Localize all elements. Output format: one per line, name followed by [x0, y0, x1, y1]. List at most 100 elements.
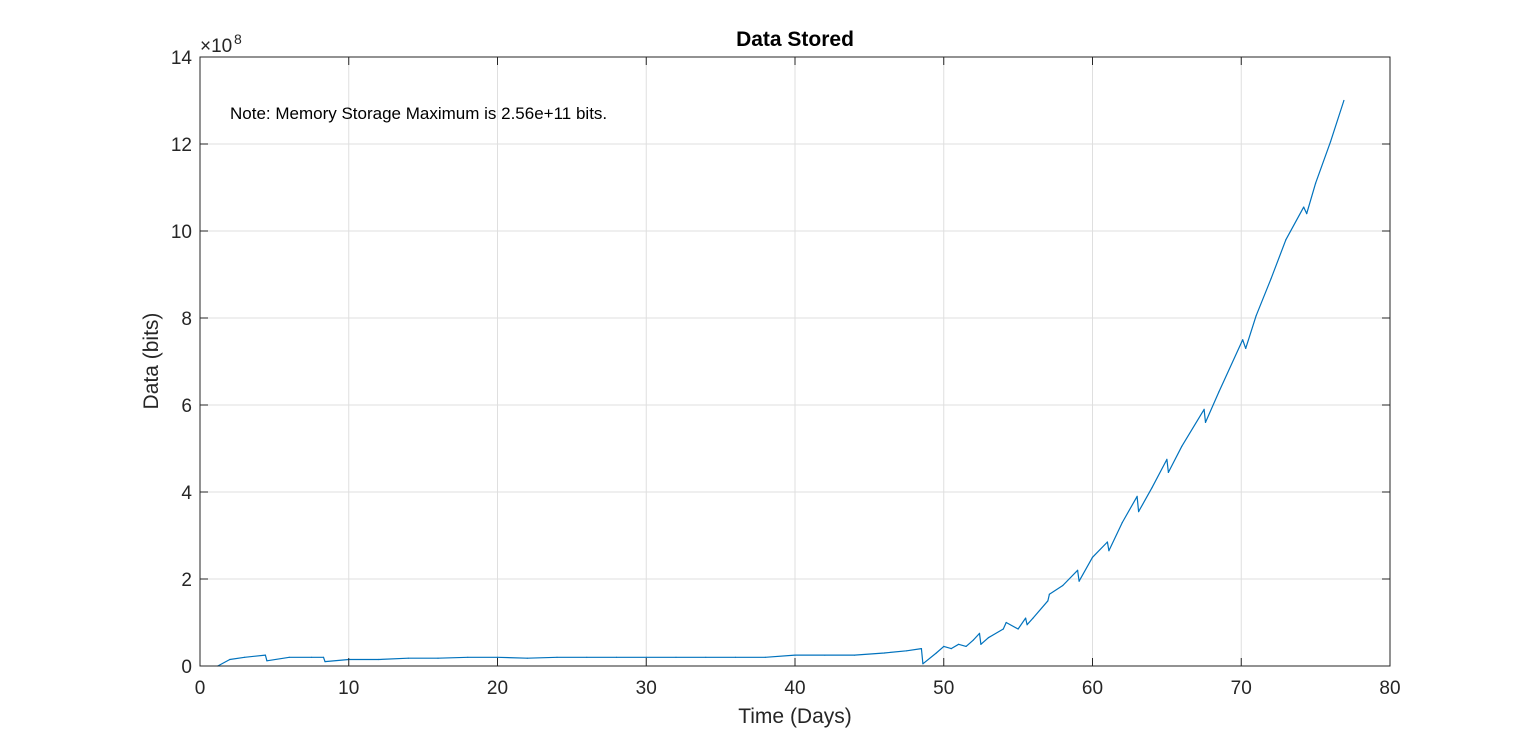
data-point [1166, 458, 1168, 460]
data-point [980, 643, 982, 645]
y-tick-label: 14 [171, 48, 193, 69]
y-axis-label: Data (bits) [140, 313, 163, 410]
data-point [437, 657, 439, 659]
data-point [1343, 99, 1345, 102]
data-point [794, 654, 796, 656]
data-point [526, 657, 528, 659]
series-group [217, 99, 1345, 667]
data-point [645, 656, 647, 658]
y-tick-label: 0 [181, 657, 192, 678]
data-point [906, 650, 908, 652]
data-point [1002, 628, 1004, 630]
data-point [1047, 600, 1049, 602]
data-point [244, 656, 246, 658]
x-tick-label: 50 [933, 678, 954, 699]
data-point [920, 648, 923, 650]
data-point [1026, 624, 1028, 626]
data-point [377, 658, 380, 661]
x-tick-label: 30 [636, 678, 657, 699]
data-point [1203, 408, 1205, 410]
data-point [734, 656, 737, 658]
data-point [965, 645, 967, 648]
data-point [1005, 621, 1007, 624]
x-tick-labels: 0 10 20 30 40 50 60 70 80 [195, 678, 1401, 699]
data-point [1181, 445, 1183, 447]
data-point [1091, 556, 1094, 558]
data-point [1218, 391, 1220, 393]
data-point [615, 656, 618, 658]
x-tick-label: 60 [1082, 678, 1103, 699]
data-point [1121, 521, 1123, 524]
data-point [922, 663, 924, 665]
y-tick-label: 2 [181, 570, 192, 591]
data-point [950, 648, 952, 650]
data-point [1062, 584, 1064, 587]
data-point [264, 654, 266, 656]
data-point [705, 656, 707, 658]
data-point [943, 645, 945, 648]
x-tick-label: 10 [338, 678, 359, 699]
y-tick-label: 12 [171, 135, 192, 156]
x-axis-label: Time (Days) [738, 705, 852, 728]
y-exponent-multiplier: ×10 [200, 36, 232, 57]
y-tick-label: 8 [181, 309, 192, 330]
data-point [958, 643, 960, 645]
data-point [1242, 339, 1244, 341]
data-point [987, 637, 990, 639]
data-point [229, 658, 231, 661]
data-point [1204, 421, 1207, 423]
x-tick-label: 80 [1379, 678, 1400, 699]
data-point [883, 652, 885, 654]
data-point [1285, 239, 1287, 241]
x-tick-label: 70 [1231, 678, 1252, 699]
data-point [1245, 347, 1247, 349]
data-point [496, 656, 499, 658]
data-point [1108, 550, 1110, 552]
data-point [1025, 617, 1027, 619]
data-point [467, 656, 469, 658]
data-point [1329, 141, 1332, 143]
data-point [824, 654, 826, 656]
data-point [1306, 213, 1308, 215]
y-tick-labels: 0 2 4 6 8 10 12 14 [171, 48, 193, 678]
series-line [217, 100, 1345, 667]
data-point [935, 652, 937, 654]
data-point [1078, 580, 1080, 582]
annotation-note: Note: Memory Storage Maximum is 2.56e+11… [230, 104, 607, 123]
data-point [1315, 182, 1317, 184]
y-tick-label: 10 [171, 222, 192, 243]
data-point [1151, 487, 1153, 489]
data-point [675, 656, 677, 658]
data-point [288, 656, 290, 658]
data-point [1032, 617, 1034, 619]
grid [200, 57, 1390, 666]
data-point [1017, 628, 1019, 630]
data-point [972, 639, 975, 641]
x-tick-label: 0 [195, 678, 206, 699]
x-tick-label: 20 [487, 678, 508, 699]
data-point [1255, 315, 1257, 317]
data-point [311, 656, 313, 658]
y-tick-label: 4 [181, 483, 192, 504]
data-point [266, 660, 268, 662]
data-point [1048, 593, 1050, 595]
data-point [324, 661, 326, 663]
data-point [1136, 495, 1138, 497]
chart-title: Data Stored [736, 28, 854, 51]
data-point [1138, 511, 1140, 513]
data-point [764, 656, 766, 658]
y-exponent-power: 8 [234, 31, 242, 47]
ticks [199, 56, 1391, 667]
data-point [1167, 471, 1169, 473]
x-tick-label: 40 [784, 678, 805, 699]
data-point [853, 654, 856, 656]
data-point [1270, 278, 1272, 280]
data-point [556, 656, 558, 658]
data-point [586, 656, 588, 658]
y-tick-label: 6 [181, 396, 192, 417]
data-point [1077, 569, 1079, 571]
data-point [1303, 206, 1305, 208]
data-point [322, 656, 325, 658]
data-point [978, 632, 981, 635]
